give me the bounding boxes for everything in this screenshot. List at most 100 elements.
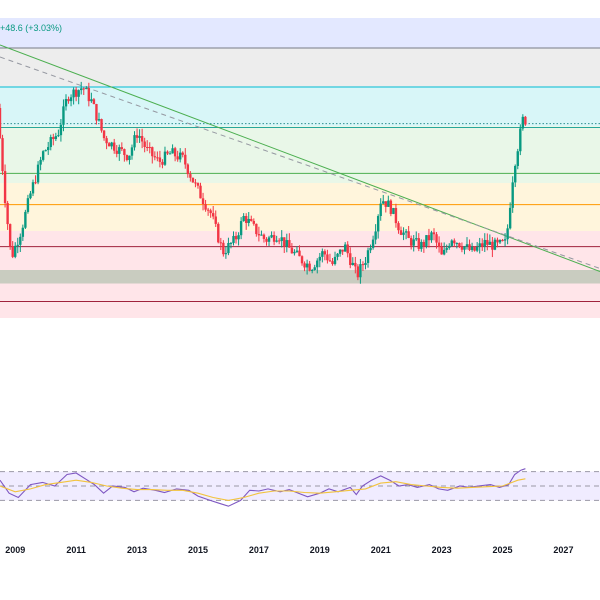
price-zone-1 bbox=[0, 48, 600, 87]
descending-trendline bbox=[0, 44, 600, 272]
price-zone-0 bbox=[0, 18, 600, 48]
candle-108 bbox=[272, 231, 276, 246]
candle-body bbox=[118, 147, 121, 154]
candle-body bbox=[308, 263, 311, 271]
candle-body bbox=[128, 155, 131, 161]
candle-body bbox=[262, 234, 266, 239]
candle-body bbox=[29, 193, 32, 199]
candle-body bbox=[227, 243, 230, 254]
candle-16 bbox=[39, 156, 42, 171]
candle-body bbox=[194, 182, 197, 184]
candle-body bbox=[16, 244, 19, 246]
candle-6 bbox=[14, 242, 17, 259]
candle-37 bbox=[92, 97, 96, 105]
candle-162 bbox=[409, 235, 413, 250]
candle-body bbox=[176, 156, 179, 160]
candle-48 bbox=[120, 142, 124, 152]
candle-body bbox=[250, 218, 253, 221]
candle-152 bbox=[384, 201, 387, 213]
candle-38 bbox=[95, 103, 98, 125]
candle-1 bbox=[1, 134, 4, 175]
candle-44 bbox=[110, 141, 113, 150]
candle-body bbox=[80, 88, 83, 91]
candle-47 bbox=[118, 144, 121, 161]
candle-128 bbox=[323, 249, 327, 261]
candle-63 bbox=[158, 150, 162, 168]
candle-body bbox=[64, 99, 68, 107]
candle-body bbox=[31, 182, 35, 194]
candle-body bbox=[313, 267, 316, 271]
candle-body bbox=[455, 243, 459, 245]
candle-27 bbox=[67, 96, 70, 104]
candle-body bbox=[366, 250, 370, 263]
candle-body bbox=[52, 137, 55, 140]
candle-body bbox=[445, 247, 448, 250]
candle-body bbox=[298, 250, 301, 257]
candle-186 bbox=[470, 242, 474, 252]
candle-body bbox=[354, 262, 357, 267]
candle-body bbox=[458, 243, 461, 247]
candle-148 bbox=[374, 224, 377, 245]
candle-105 bbox=[265, 237, 268, 246]
candle-141 bbox=[356, 264, 360, 281]
candle-131 bbox=[331, 257, 334, 266]
candle-body bbox=[100, 119, 103, 131]
candle-130 bbox=[328, 253, 332, 262]
candle-body bbox=[140, 136, 144, 142]
candle-127 bbox=[321, 248, 324, 263]
candle-body bbox=[115, 150, 118, 154]
candle-113 bbox=[285, 233, 289, 253]
candle-60 bbox=[151, 146, 154, 164]
candle-body bbox=[49, 137, 52, 148]
candle-137 bbox=[346, 241, 349, 258]
candle-104 bbox=[262, 233, 266, 243]
candle-138 bbox=[349, 247, 352, 269]
candle-body bbox=[275, 240, 278, 242]
candle-23 bbox=[57, 129, 60, 138]
candle-91 bbox=[229, 241, 233, 249]
candle-115 bbox=[290, 243, 294, 254]
candle-body bbox=[486, 239, 489, 245]
candle-36 bbox=[90, 92, 93, 103]
candle-188 bbox=[475, 242, 479, 253]
candle-180 bbox=[455, 242, 459, 249]
candle-body bbox=[34, 182, 37, 184]
candle-body bbox=[77, 90, 80, 97]
candle-body bbox=[62, 106, 65, 125]
candle-body bbox=[153, 156, 157, 158]
candle-body bbox=[374, 231, 377, 240]
candle-112 bbox=[283, 237, 286, 253]
candle-body bbox=[283, 237, 286, 247]
candle-169 bbox=[427, 228, 431, 248]
candle-body bbox=[168, 153, 172, 155]
candle-body bbox=[506, 228, 509, 240]
candle-207 bbox=[524, 115, 527, 126]
candle-132 bbox=[333, 251, 337, 266]
candle-146 bbox=[369, 244, 372, 254]
candle-84 bbox=[211, 205, 215, 220]
candle-13 bbox=[31, 179, 35, 197]
candle-body bbox=[90, 99, 93, 102]
candle-body bbox=[219, 242, 223, 244]
candle-body bbox=[143, 141, 146, 148]
trendlines bbox=[0, 44, 600, 272]
candle-body bbox=[257, 234, 261, 236]
candle-body bbox=[295, 250, 299, 252]
candle-120 bbox=[303, 261, 306, 272]
candle-body bbox=[399, 230, 403, 235]
candle-body bbox=[217, 223, 220, 243]
candle-9 bbox=[21, 224, 25, 241]
candle-35 bbox=[87, 82, 91, 107]
candle-75 bbox=[189, 171, 192, 182]
candle-body bbox=[242, 216, 245, 222]
candle-134 bbox=[338, 249, 342, 257]
candle-body bbox=[151, 147, 154, 157]
candle-89 bbox=[224, 246, 228, 259]
candle-19 bbox=[47, 141, 50, 155]
candle-body bbox=[382, 201, 385, 204]
candle-body bbox=[158, 157, 162, 162]
candle-body bbox=[161, 161, 164, 165]
candle-185 bbox=[468, 239, 471, 252]
candle-body bbox=[270, 235, 273, 238]
candle-body bbox=[402, 232, 405, 235]
